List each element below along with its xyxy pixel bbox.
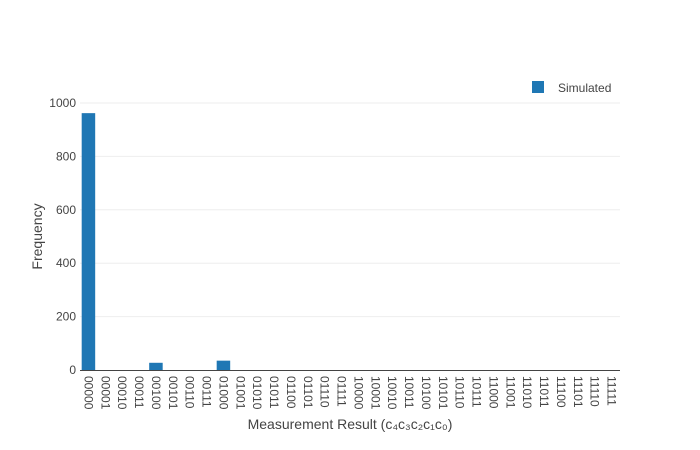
x-tick-label: 00010 xyxy=(115,376,129,410)
x-tick-label: 11101 xyxy=(571,376,585,408)
x-tick-label: 01001 xyxy=(233,376,247,410)
x-tick-label: 00110 xyxy=(183,376,197,409)
x-tick-label: 11010 xyxy=(520,376,534,409)
bars xyxy=(81,113,231,371)
gridlines xyxy=(80,102,620,318)
x-tick-label: 11110 xyxy=(588,376,602,407)
x-tick-label: 00111 xyxy=(200,376,214,408)
x-tick-label: 00011 xyxy=(132,376,146,409)
x-tick-label: 01011 xyxy=(267,376,281,409)
y-tick-label: 600 xyxy=(56,203,76,217)
bar-01000[interactable] xyxy=(216,360,231,370)
bar-00000[interactable] xyxy=(81,113,96,371)
x-tick-label: 01000 xyxy=(216,376,230,410)
x-tick-label: 00000 xyxy=(81,376,95,410)
x-tick-label: 11000 xyxy=(486,376,500,409)
x-tick-label: 10100 xyxy=(419,376,433,410)
x-tick-label: 01111 xyxy=(335,376,349,407)
legend[interactable]: Simulated xyxy=(532,81,611,95)
x-tick-label: 01110 xyxy=(318,376,332,408)
x-tick-label: 10101 xyxy=(436,376,450,410)
x-tick-label: 11001 xyxy=(503,376,517,409)
x-tick-label: 11100 xyxy=(554,376,568,408)
y-tick-label: 0 xyxy=(69,363,76,377)
x-tick-label: 10001 xyxy=(368,376,382,410)
x-tick-label: 10011 xyxy=(402,376,416,409)
x-tick-label: 10000 xyxy=(351,376,365,410)
y-tick-label: 200 xyxy=(56,310,76,324)
x-tick-label: 01101 xyxy=(301,376,315,409)
x-tick-label: 00100 xyxy=(149,376,163,410)
x-axis-title: Measurement Result (c₄c₃c₂c₁c₀) xyxy=(248,416,453,432)
x-tick-label: 11011 xyxy=(537,376,551,408)
x-tick-label: 00101 xyxy=(166,376,180,410)
x-tick-label: 01100 xyxy=(284,376,298,409)
y-tick-label: 800 xyxy=(56,149,76,163)
legend-swatch-simulated xyxy=(532,81,544,93)
x-tick-label: 10111 xyxy=(470,376,484,408)
bar-00100[interactable] xyxy=(149,362,163,370)
y-tick-label: 1000 xyxy=(49,96,76,110)
legend-label-simulated: Simulated xyxy=(558,81,611,95)
y-axis-title: Frequency xyxy=(29,203,45,269)
x-tick-label: 01010 xyxy=(250,376,264,410)
y-tick-label: 400 xyxy=(56,256,76,270)
x-tick-label: 10110 xyxy=(453,376,467,409)
x-tick-labels: 00000 00001 00010 00011 00100 00101 00110 00111… xyxy=(81,376,618,410)
x-tick-label: 10010 xyxy=(385,376,399,410)
y-tick-labels: 0 200 400 600 800 1000 xyxy=(49,96,76,377)
x-tick-label: 00001 xyxy=(98,376,112,410)
x-tick-label: 11111 xyxy=(605,376,619,406)
